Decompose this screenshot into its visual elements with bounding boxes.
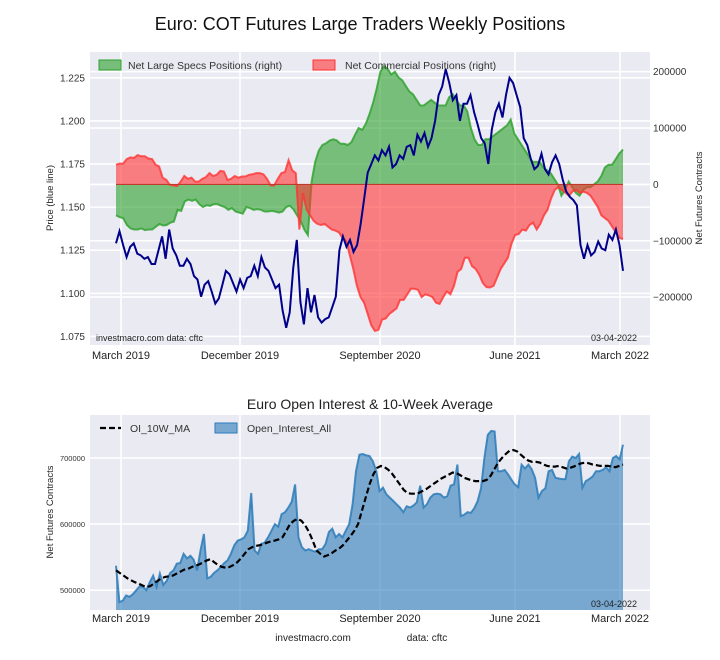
legend-swatch-specs [98,59,122,71]
bottom-y-axis-label: Net Futures Contracts [45,465,56,558]
top-right-tick-1: 100000 [653,124,687,135]
bottom-x-tick-4: March 2022 [591,613,649,625]
line-net-commercial [115,153,624,333]
top-right-tick-4: −200000 [653,293,693,304]
top-left-tick-0: 1.075 [60,332,85,343]
top-left-tick-1: 1.100 [60,289,85,300]
bottom-x-axis: March 2019 December 2019 September 2020 Jun… [92,613,649,625]
top-x-tick-1: December 2019 [201,350,279,362]
bottom-x-tick-0: March 2019 [92,613,150,625]
bottom-y-tick-0: 500000 [60,586,85,595]
legend-label-commercial: Net Commercial Positions (right) [345,60,496,72]
bottom-area [115,429,624,610]
top-left-tick-2: 1.125 [60,246,85,257]
top-right-axis-label: Net Futures Contracts [694,151,705,244]
top-right-tick-3: −100000 [653,236,693,247]
legend-label-ma: OI_10W_MA [130,423,190,435]
top-x-tick-3: June 2021 [489,350,540,362]
top-left-tick-5: 1.200 [60,116,85,127]
area-net-large-specs [116,66,623,236]
top-right-axis: 200000 100000 0 −100000 −200000 [653,67,693,303]
area-net-commercial [116,155,623,331]
chart-title-top: Euro: COT Futures Large Traders Weekly P… [154,14,566,34]
bottom-chart: 500000 600000 700000 March 2019 December 20… [45,415,650,625]
bottom-x-tick-1: December 2019 [201,613,279,625]
open-interest-line [115,429,624,604]
bottom-x-tick-2: September 2020 [339,613,420,625]
top-left-axis: 1.075 1.100 1.125 1.150 1.175 1.200 1.225 [60,73,85,343]
top-source-note: investmacro.com data: cftc [96,333,204,343]
bottom-ma-line [115,448,624,589]
top-x-axis: March 2019 December 2019 September 2020 Jun… [92,350,649,362]
bottom-y-axis: 500000 600000 700000 [60,454,85,595]
top-right-tick-2: 0 [653,180,659,191]
bottom-y-tick-2: 700000 [60,454,85,463]
bottom-legend: OI_10W_MA Open_Interest_All [100,422,331,435]
legend-swatch-oi [214,422,238,434]
top-left-axis-label: Price (blue line) [45,165,56,231]
top-chart: 1.075 1.100 1.125 1.150 1.175 1.200 1.225 2000… [45,52,705,362]
open-interest-area [116,430,623,610]
top-x-tick-0: March 2019 [92,350,150,362]
legend-swatch-commercial [312,59,336,71]
legend-label-oi: Open_Interest_All [247,423,331,435]
top-left-tick-3: 1.150 [60,203,85,214]
chart-title-bottom: Euro Open Interest & 10-Week Average [246,396,494,412]
top-price-line [115,68,624,329]
top-date-note: 03-04-2022 [591,333,637,343]
legend-label-specs: Net Large Specs Positions (right) [128,60,282,72]
price-line [115,68,624,329]
oi-10w-ma-line [115,448,624,589]
top-left-tick-6: 1.225 [60,73,85,84]
top-left-tick-4: 1.175 [60,160,85,171]
footer-source: data: cftc [407,633,448,644]
bottom-x-tick-3: June 2021 [489,613,540,625]
bottom-y-tick-1: 600000 [60,520,85,529]
top-legend: Net Large Specs Positions (right) Net Co… [98,59,496,72]
bottom-date-note: 03-04-2022 [591,599,637,609]
top-x-tick-4: March 2022 [591,350,649,362]
top-right-tick-0: 200000 [653,67,687,78]
top-x-tick-2: September 2020 [339,350,420,362]
footer-site: investmacro.com [275,633,351,644]
